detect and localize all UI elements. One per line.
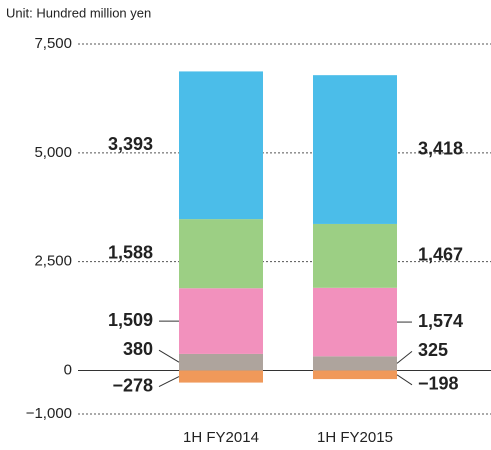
x-tick-label: 1H FY2014 <box>183 429 259 446</box>
leader-line <box>158 349 180 363</box>
value-label: 380 <box>123 339 153 359</box>
leader-line <box>396 351 413 364</box>
leader-line <box>158 376 180 387</box>
y-tick-label: 5,000 <box>34 144 72 161</box>
value-label: 1,467 <box>418 245 463 265</box>
unit-label: Unit: Hundred million yen <box>6 5 151 20</box>
value-label: 1,588 <box>108 242 153 262</box>
x-tick-label: 1H FY2015 <box>317 429 393 446</box>
bar-segment <box>313 223 397 288</box>
value-label: 1,574 <box>418 311 463 331</box>
leader-line <box>396 374 413 386</box>
value-label: −278 <box>112 375 153 395</box>
value-label: 3,418 <box>418 138 463 158</box>
value-label: −198 <box>418 374 459 394</box>
y-tick-label: 7,500 <box>34 35 72 52</box>
bar-segment <box>179 370 263 383</box>
value-label: 3,393 <box>108 134 153 154</box>
y-tick-label: 0 <box>64 361 72 378</box>
bar-segment <box>179 71 263 220</box>
bar-segment <box>313 370 397 380</box>
bar-segment <box>313 287 397 357</box>
value-label: 1,509 <box>108 310 153 330</box>
y-tick-label: 2,500 <box>34 253 72 270</box>
bar-segment <box>313 75 397 224</box>
bar-segment <box>179 219 263 289</box>
value-label: 325 <box>418 340 448 360</box>
bar-segment <box>313 356 397 371</box>
bar-segment <box>179 353 263 371</box>
y-tick-label: −1,000 <box>26 405 72 422</box>
bar-segment <box>179 288 263 354</box>
